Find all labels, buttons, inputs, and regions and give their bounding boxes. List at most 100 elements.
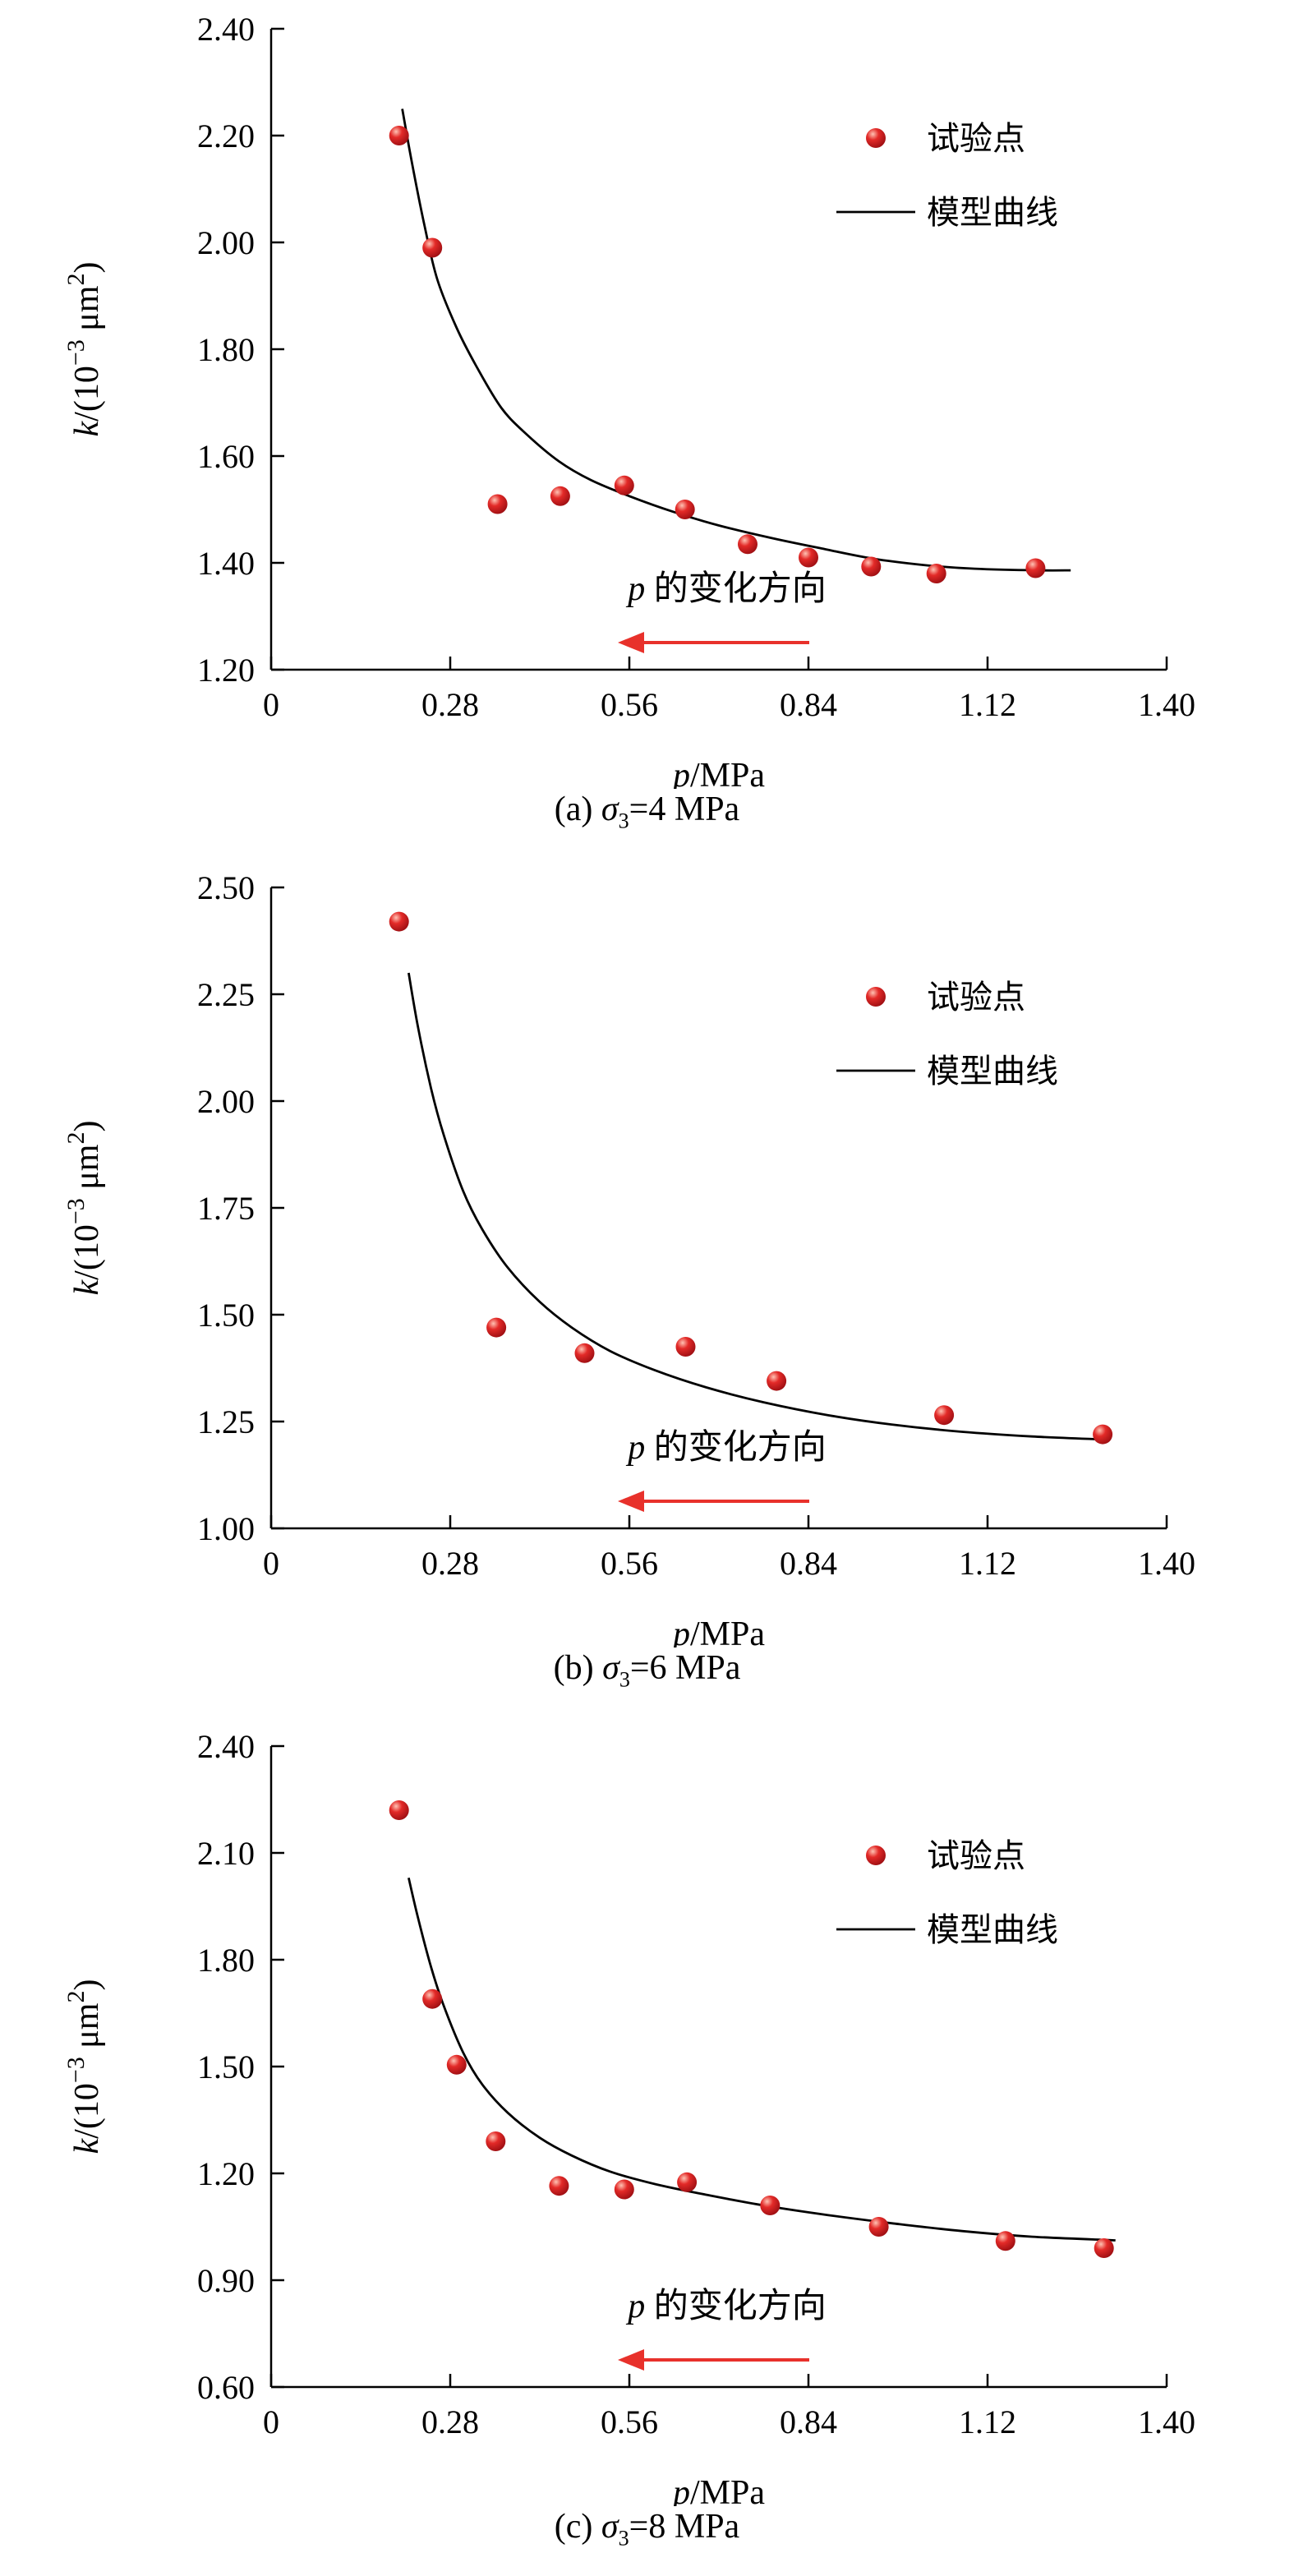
svg-text:1.00: 1.00 bbox=[197, 1510, 255, 1547]
svg-text:1.40: 1.40 bbox=[197, 545, 255, 582]
axes bbox=[269, 1744, 1168, 2389]
y-tick-labels: 1.00 1.25 1.50 1.75 2.00 2.25 2.50 bbox=[197, 869, 255, 1547]
axes bbox=[269, 886, 1168, 1530]
y-axis-title: k/(10−3 μm2) bbox=[62, 1979, 106, 2154]
svg-text:1.60: 1.60 bbox=[197, 438, 255, 475]
data-point bbox=[574, 1343, 595, 1363]
svg-text:1.12: 1.12 bbox=[959, 686, 1016, 723]
annotation-label: p 的变化方向 bbox=[625, 2287, 827, 2325]
data-point bbox=[677, 2172, 698, 2192]
legend-line-label: 模型曲线 bbox=[927, 1053, 1058, 1090]
svg-text:0.56: 0.56 bbox=[601, 1545, 658, 1582]
data-point bbox=[422, 1988, 443, 2009]
svg-text:1.40: 1.40 bbox=[1138, 686, 1195, 723]
left-arrow-icon bbox=[618, 1491, 809, 1512]
legend-point-marker bbox=[866, 1846, 886, 1865]
chart-panel-b: 0 0.28 0.56 0.84 1.12 1.40 1.00 1.25 1.50 1.75 2.0… bbox=[0, 859, 1294, 1717]
svg-text:1.40: 1.40 bbox=[1138, 2403, 1195, 2440]
svg-text:1.40: 1.40 bbox=[1138, 1545, 1195, 1582]
svg-text:2.40: 2.40 bbox=[197, 1728, 255, 1765]
data-point bbox=[738, 534, 758, 555]
svg-text:0.60: 0.60 bbox=[197, 2369, 255, 2406]
legend-point-marker bbox=[866, 128, 886, 148]
svg-text:0.84: 0.84 bbox=[780, 686, 837, 723]
svg-text:0.56: 0.56 bbox=[601, 2403, 658, 2440]
svg-text:0.90: 0.90 bbox=[197, 2262, 255, 2299]
legend-point-label: 试验点 bbox=[927, 120, 1025, 157]
svg-text:2.00: 2.00 bbox=[197, 224, 255, 261]
svg-text:0: 0 bbox=[263, 1545, 279, 1582]
data-points bbox=[389, 911, 1113, 1445]
legend-line-label: 模型曲线 bbox=[927, 1911, 1058, 1948]
svg-text:0.84: 0.84 bbox=[780, 1545, 837, 1582]
svg-text:1.75: 1.75 bbox=[197, 1190, 255, 1227]
legend-point-label: 试验点 bbox=[927, 1837, 1025, 1874]
y-tick-labels: 1.20 1.40 1.60 1.80 2.00 2.20 2.40 bbox=[197, 11, 255, 689]
chart-canvas-b: 0 0.28 0.56 0.84 1.12 1.40 1.00 1.25 1.50 1.75 2.0… bbox=[62, 869, 1195, 1647]
svg-text:0.28: 0.28 bbox=[421, 686, 479, 723]
chart-b-plot-area: 0 0.28 0.56 0.84 1.12 1.40 1.00 1.25 1.50 1.75 2.0… bbox=[0, 859, 1294, 1647]
data-point bbox=[389, 1800, 409, 1820]
data-point bbox=[549, 2176, 569, 2196]
svg-text:0.84: 0.84 bbox=[780, 2403, 837, 2440]
y-axis-title: k/(10−3 μm2) bbox=[62, 262, 106, 437]
data-point bbox=[550, 486, 570, 506]
svg-text:1.20: 1.20 bbox=[197, 2155, 255, 2192]
left-arrow-icon bbox=[618, 632, 809, 653]
data-point bbox=[389, 911, 409, 932]
chart-a-caption: (a) σ3=4 MPa bbox=[554, 790, 740, 833]
x-axis-title: p/MPa bbox=[670, 757, 765, 789]
data-point bbox=[614, 475, 634, 495]
svg-text:2.00: 2.00 bbox=[197, 1083, 255, 1120]
chart-a-plot-area: 0 0.28 0.56 0.84 1.12 1.40 1.20 1.40 1.60 1.80 2.0… bbox=[0, 0, 1294, 789]
svg-text:1.12: 1.12 bbox=[959, 1545, 1016, 1582]
data-point bbox=[926, 564, 946, 583]
svg-text:0.56: 0.56 bbox=[601, 686, 658, 723]
data-point bbox=[614, 2179, 634, 2200]
data-point bbox=[675, 500, 695, 519]
chart-canvas-c: 0 0.28 0.56 0.84 1.12 1.40 0.60 0.90 1.20 1.50 1.8… bbox=[62, 1728, 1195, 2506]
data-point bbox=[760, 2196, 781, 2215]
chart-panel-c: 0 0.28 0.56 0.84 1.12 1.40 0.60 0.90 1.20 1.50 1.8… bbox=[0, 1717, 1294, 2576]
svg-text:2.25: 2.25 bbox=[197, 976, 255, 1013]
data-points bbox=[389, 1800, 1114, 2258]
axes bbox=[269, 27, 1168, 671]
legend-point-label: 试验点 bbox=[927, 979, 1025, 1016]
p-direction-annotation: p 的变化方向 bbox=[618, 2287, 827, 2371]
data-point bbox=[389, 126, 409, 145]
model-curve bbox=[408, 1878, 1116, 2242]
annotation-label: p 的变化方向 bbox=[625, 1428, 827, 1467]
data-point bbox=[1094, 2238, 1114, 2258]
data-point bbox=[487, 494, 508, 514]
y-axis-title: k/(10−3 μm2) bbox=[62, 1121, 106, 1296]
data-point bbox=[861, 556, 882, 577]
svg-text:1.20: 1.20 bbox=[197, 652, 255, 689]
data-points bbox=[389, 126, 1046, 583]
svg-text:2.20: 2.20 bbox=[197, 118, 255, 154]
data-point bbox=[486, 2131, 506, 2151]
left-arrow-icon bbox=[618, 2349, 809, 2371]
data-point bbox=[1025, 558, 1046, 578]
chart-c-plot-area: 0 0.28 0.56 0.84 1.12 1.40 0.60 0.90 1.20 1.50 1.8… bbox=[0, 1717, 1294, 2506]
x-axis-title: p/MPa bbox=[670, 1615, 765, 1647]
x-axis-title: p/MPa bbox=[670, 2474, 765, 2506]
chart-b-caption: (b) σ3=6 MPa bbox=[553, 1649, 741, 1692]
svg-text:0: 0 bbox=[263, 686, 279, 723]
x-tick-labels: 0 0.28 0.56 0.84 1.12 1.40 bbox=[263, 2403, 1195, 2440]
svg-text:0.28: 0.28 bbox=[421, 1545, 479, 1582]
data-point bbox=[675, 1337, 696, 1357]
legend-line-label: 模型曲线 bbox=[927, 194, 1058, 231]
svg-text:1.50: 1.50 bbox=[197, 1297, 255, 1334]
x-tick-labels: 0 0.28 0.56 0.84 1.12 1.40 bbox=[263, 1545, 1195, 1582]
data-point bbox=[422, 237, 443, 258]
data-point bbox=[767, 1371, 787, 1391]
annotation-label: p 的变化方向 bbox=[625, 569, 827, 608]
svg-text:1.80: 1.80 bbox=[197, 331, 255, 368]
chart-c-caption: (c) σ3=8 MPa bbox=[554, 2508, 740, 2551]
data-point bbox=[868, 2217, 889, 2237]
svg-text:2.10: 2.10 bbox=[197, 1835, 255, 1872]
